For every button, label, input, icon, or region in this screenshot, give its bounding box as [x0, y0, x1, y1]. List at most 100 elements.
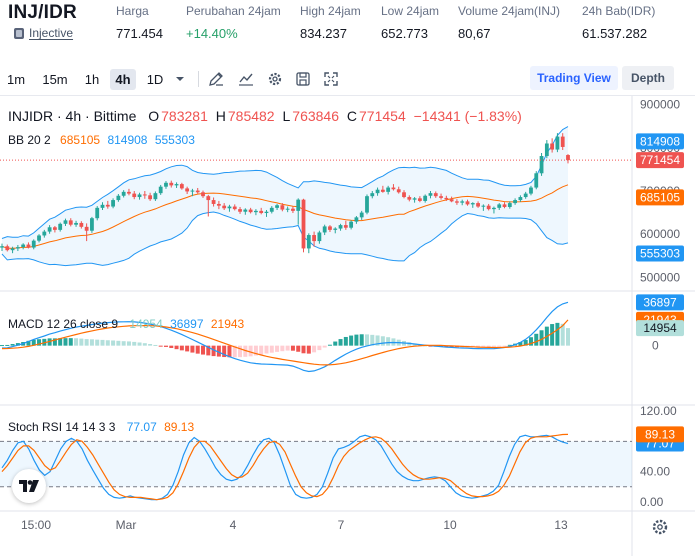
macd-histogram-bar: [476, 345, 481, 348]
macd-histogram-bar: [518, 342, 523, 346]
timeframe-4h[interactable]: 4h: [110, 69, 136, 90]
macd-histogram-bar: [285, 345, 290, 351]
stoch-k-value: 77.07: [126, 420, 157, 434]
tradingview-logo-icon[interactable]: [12, 469, 46, 503]
candle-body: [502, 204, 507, 207]
save-icon[interactable]: [295, 71, 311, 87]
macd-histogram-bar: [296, 345, 301, 352]
candle-body: [248, 209, 253, 213]
macd-legend: MACD 12 26 close 9 14954 36897 21943: [8, 317, 246, 331]
macd-histogram-bar: [10, 344, 15, 346]
macd-histogram-bar: [95, 339, 100, 346]
candle-body: [5, 246, 10, 251]
candle-body: [396, 189, 401, 193]
candle-body: [444, 197, 449, 200]
candle-body: [227, 206, 232, 209]
macd-line-badge-bg: [636, 294, 684, 311]
timeframe-1h[interactable]: 1h: [84, 72, 100, 87]
gear-hub: [657, 524, 663, 530]
asset-name-link[interactable]: Injective: [14, 26, 73, 40]
fullscreen-icon[interactable]: [323, 71, 339, 87]
macd-histogram-bar: [105, 340, 110, 346]
macd-histogram-bar: [5, 344, 10, 346]
candle-body: [264, 211, 269, 214]
line-chart-icon[interactable]: [238, 71, 254, 87]
stoch-axis-tick: 120.00: [640, 404, 677, 418]
candle-body: [275, 205, 279, 208]
candle-body: [58, 223, 63, 230]
stoch-legend: Stoch RSI 14 14 3 3 77.07 89.13: [8, 420, 196, 434]
stat-low-value: 652.773: [381, 26, 428, 41]
macd-histogram-bar: [370, 334, 375, 346]
time-axis-tick: 10: [443, 518, 457, 532]
last-price-badge-bg: [636, 152, 684, 169]
macd-histogram-bar: [253, 345, 258, 356]
candle-body: [333, 228, 338, 230]
stat-volume: Volume 24jam(INJ) 80,67: [458, 4, 560, 41]
macd-histogram-bar: [58, 338, 63, 346]
macd-histogram-bar: [528, 337, 533, 346]
candle-body: [470, 203, 475, 205]
stat-turnover: 24h Bab(IDR) 61.537.282: [582, 4, 655, 41]
stat-change: Perubahan 24jam +14.40%: [186, 4, 281, 41]
bb-basis-badge: 685105: [640, 190, 680, 204]
timeframe-15m[interactable]: 15m: [42, 72, 68, 87]
ohlc-low-value: 763846: [292, 108, 339, 124]
macd-histogram-bar: [158, 345, 163, 347]
macd-histogram-bar: [0, 345, 4, 347]
bb-lower-value: 555303: [154, 133, 195, 147]
settings-icon[interactable]: [267, 71, 283, 87]
stoch-k-line: [1, 434, 569, 501]
candle-body: [306, 235, 311, 249]
candle-body: [544, 143, 549, 157]
chevron-down-icon[interactable]: [174, 72, 190, 88]
macd-histogram-bar: [179, 345, 184, 351]
candle-body: [31, 240, 36, 248]
price-axis-tick: 900000: [640, 98, 680, 112]
candle-body: [84, 226, 89, 231]
macd-histogram-bar: [444, 345, 449, 348]
macd-histogram-bar: [301, 345, 306, 354]
stat-price-label: Harga: [116, 4, 149, 18]
candle-body: [291, 208, 295, 211]
trading-view-button[interactable]: Trading View: [530, 66, 618, 90]
chart-area[interactable]: 5000006000007000008000009000008149087714…: [0, 96, 695, 556]
macd-histogram-bar: [238, 345, 243, 358]
draw-icon[interactable]: [208, 71, 224, 87]
candle-body: [529, 187, 533, 194]
chart-canvas[interactable]: 5000006000007000008000009000008149087714…: [0, 96, 695, 556]
macd-histogram-bar: [364, 334, 369, 346]
price-axis-tick: 600000: [640, 227, 680, 241]
candle-body: [550, 143, 555, 150]
toolbar-divider: [198, 71, 199, 87]
macd-histogram-bar: [280, 345, 285, 352]
macd-histogram-bar: [375, 335, 380, 346]
macd-histogram-bar: [264, 345, 269, 354]
candle-body: [417, 198, 422, 201]
candle-body: [190, 190, 195, 192]
depth-button[interactable]: Depth: [622, 66, 674, 90]
candle-body: [111, 200, 115, 207]
candle-body: [328, 226, 332, 230]
symbol-label: INJIDR · 4h · Bittime: [8, 108, 137, 124]
candle-body: [201, 192, 205, 197]
macd-line-value: 36897: [170, 317, 204, 331]
macd-histogram-bar: [169, 345, 174, 348]
macd-histogram-bar: [306, 345, 311, 354]
candle-body: [343, 225, 348, 228]
candle-body: [338, 225, 343, 229]
candle-body: [169, 182, 174, 186]
candle-body: [222, 205, 227, 209]
timeframe-1m[interactable]: 1m: [6, 72, 26, 87]
macd-histogram-bar: [481, 345, 486, 348]
stoch-axis-tick: 0.00: [640, 495, 664, 509]
macd-histogram-bar: [116, 340, 121, 346]
candle-body: [254, 210, 258, 213]
timeframe-1d[interactable]: 1D: [146, 72, 164, 87]
macd-histogram-bar: [523, 340, 528, 346]
candle-body: [428, 193, 433, 196]
candle-body: [301, 199, 306, 249]
chart-settings-icon[interactable]: [652, 519, 668, 535]
macd-histogram-bar: [507, 344, 512, 346]
candle-body: [412, 198, 417, 200]
